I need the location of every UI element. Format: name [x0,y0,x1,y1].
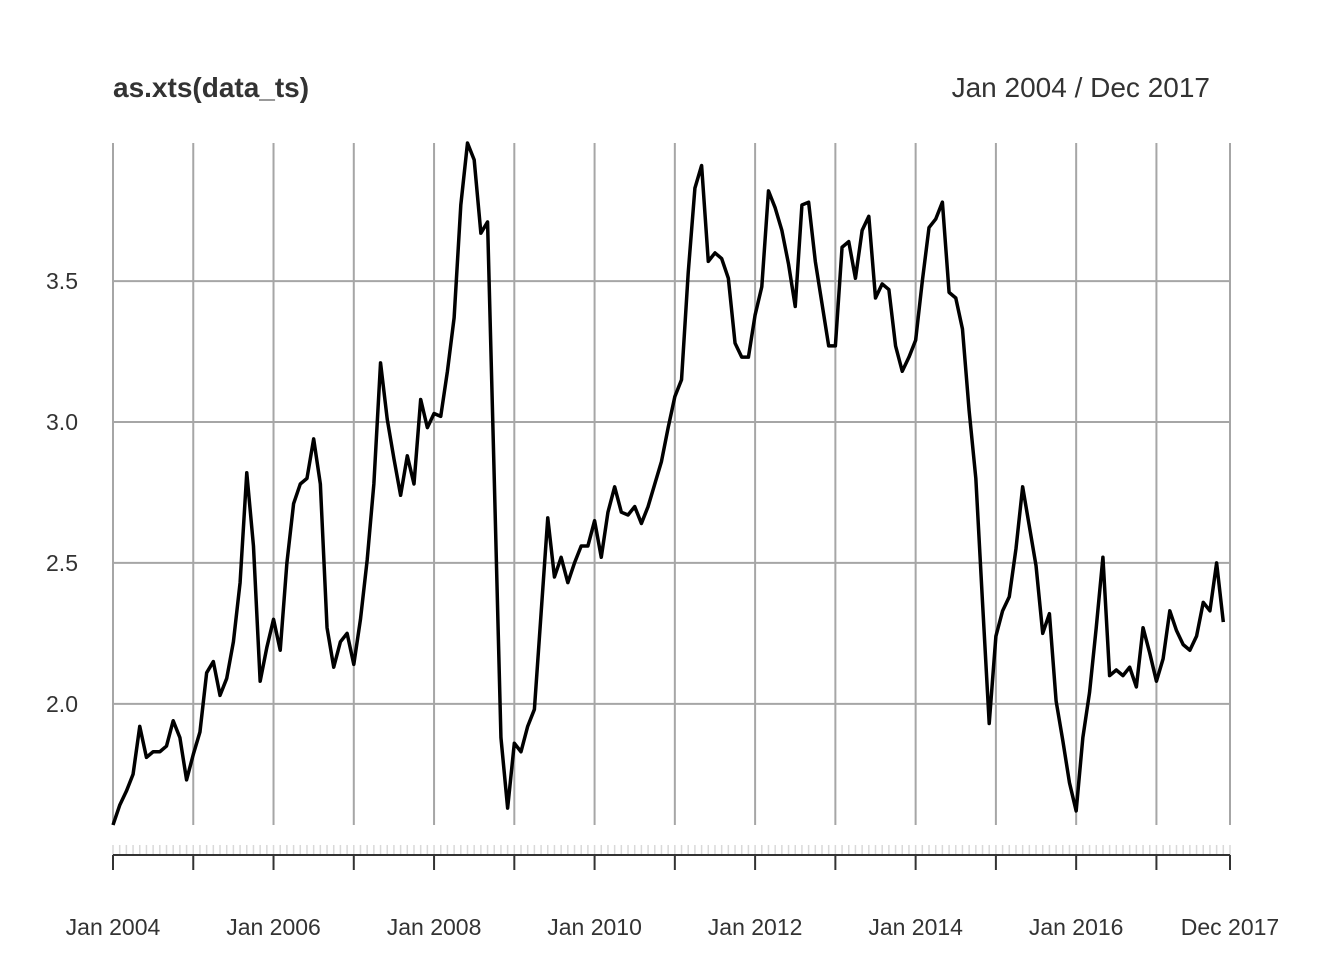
y-tick-label: 2.5 [46,550,78,576]
y-gridlines [113,280,1230,705]
x-axis: Jan 2004 Jan 2006 Jan 2008 Jan 2010 Jan 2012… [66,845,1280,940]
chart-title: as.xts(data_ts) [113,72,309,103]
series-line [111,141,1226,826]
x-major-ticks [112,855,1231,870]
x-tick-label: Jan 2004 [66,914,161,940]
x-tick-label: Jan 2016 [1029,914,1124,940]
x-axis-labels: Jan 2004 Jan 2006 Jan 2008 Jan 2010 Jan 2012… [66,914,1280,940]
y-axis-labels: 2.0 2.5 3.0 3.5 [46,268,78,717]
x-tick-label: Jan 2012 [708,914,803,940]
x-tick-label: Dec 2017 [1181,914,1279,940]
x-tick-label: Jan 2008 [387,914,482,940]
x-tick-label: Jan 2006 [226,914,321,940]
y-tick-label: 2.0 [46,691,78,717]
x-tick-label: Jan 2014 [868,914,963,940]
y-tick-label: 3.5 [46,268,78,294]
plot-area: 2.0 2.5 3.0 3.5 [46,141,1231,826]
date-range-label: Jan 2004 / Dec 2017 [952,72,1210,103]
y-tick-label: 3.0 [46,409,78,435]
x-minor-ticks [112,845,1231,855]
x-gridlines [112,143,1231,825]
x-tick-label: Jan 2010 [547,914,642,940]
